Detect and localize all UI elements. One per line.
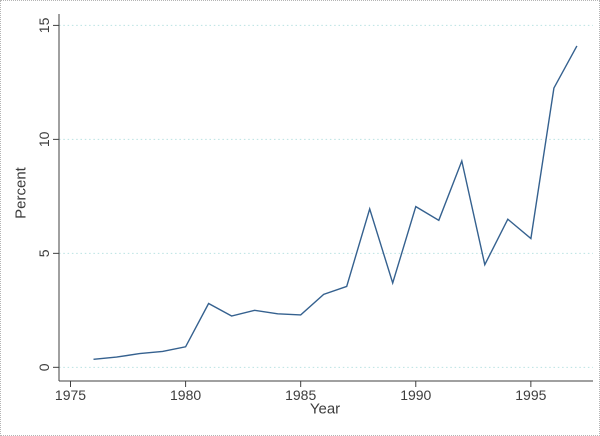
y-tick-label: 5	[36, 249, 52, 257]
y-tick-label: 15	[36, 17, 52, 33]
x-tick-label: 1985	[285, 387, 316, 403]
x-tick-label: 1990	[400, 387, 431, 403]
x-tick-label: 1995	[515, 387, 546, 403]
y-axis-title: Percent	[12, 167, 30, 219]
y-tick-label: 10	[36, 131, 52, 147]
x-tick-label: 1975	[55, 387, 86, 403]
x-axis-title: Year	[309, 400, 341, 418]
data-series-line	[93, 45, 578, 360]
y-tick-label: 0	[36, 363, 52, 371]
x-tick-label: 1980	[170, 387, 201, 403]
